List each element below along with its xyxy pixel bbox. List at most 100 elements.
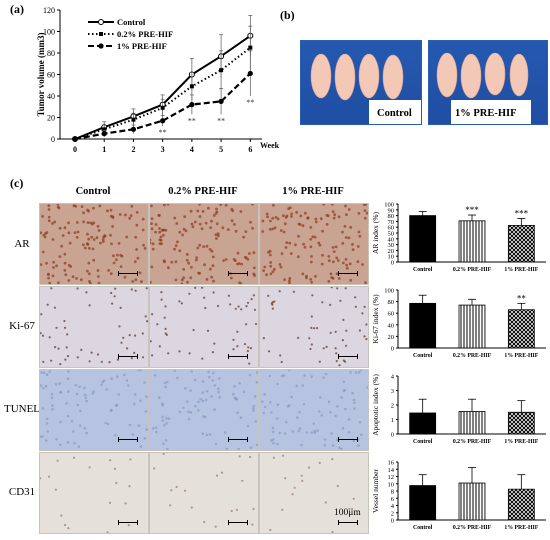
stained-nucleus — [47, 475, 51, 478]
stained-nucleus — [128, 334, 131, 337]
stained-nucleus — [75, 236, 79, 239]
data-point — [131, 117, 136, 122]
stained-nucleus — [150, 227, 154, 231]
stained-nucleus — [275, 417, 279, 420]
stained-nucleus — [83, 426, 87, 430]
stained-nucleus — [75, 392, 79, 396]
stained-nucleus — [333, 213, 337, 217]
stained-nucleus — [114, 434, 117, 437]
stained-nucleus — [366, 386, 368, 389]
stained-nucleus — [59, 391, 63, 394]
stained-nucleus — [150, 204, 153, 208]
y-tick-label: 40 — [388, 322, 395, 329]
stained-nucleus — [273, 226, 277, 230]
stained-nucleus — [198, 271, 202, 275]
stained-nucleus — [334, 330, 337, 333]
stained-nucleus — [300, 443, 303, 447]
stained-nucleus — [252, 507, 255, 511]
stained-nucleus — [86, 208, 89, 212]
stained-nucleus — [187, 410, 190, 414]
stained-nucleus — [58, 226, 62, 230]
stained-nucleus — [45, 422, 49, 425]
stained-nucleus — [218, 377, 221, 380]
stained-nucleus — [365, 211, 368, 215]
stained-nucleus — [365, 338, 368, 341]
stained-nucleus — [92, 206, 95, 210]
y-tick-label: 0 — [391, 260, 394, 267]
stained-nucleus — [363, 216, 367, 220]
stained-nucleus — [78, 385, 81, 389]
y-tick-label: 40 — [47, 92, 55, 101]
stained-nucleus — [156, 323, 159, 326]
y-tick-label: 80 — [388, 213, 395, 220]
stained-nucleus — [125, 379, 129, 382]
y-tick-label: 40 — [388, 236, 395, 243]
stained-nucleus — [85, 431, 88, 435]
stained-nucleus — [303, 245, 307, 249]
stained-nucleus — [310, 260, 313, 264]
stained-nucleus — [51, 407, 54, 411]
stained-nucleus — [76, 403, 80, 407]
significance-mark: ** — [188, 116, 196, 125]
stained-nucleus — [205, 244, 209, 248]
y-tick-label: 70 — [388, 219, 395, 226]
stained-nucleus — [210, 395, 213, 398]
stained-nucleus — [242, 235, 246, 239]
stained-nucleus — [170, 489, 173, 492]
stained-nucleus — [102, 379, 106, 383]
stained-nucleus — [174, 244, 178, 248]
legend-marker — [98, 19, 104, 25]
stained-nucleus — [134, 289, 137, 292]
stained-nucleus — [139, 445, 143, 448]
stained-nucleus — [46, 303, 49, 306]
category-label: 1% PRE-HIF — [504, 525, 538, 531]
stained-nucleus — [75, 221, 79, 224]
stained-nucleus — [213, 408, 216, 411]
stained-nucleus — [77, 445, 81, 448]
stained-nucleus — [106, 531, 109, 533]
stained-nucleus — [266, 215, 269, 219]
stained-nucleus — [331, 246, 335, 249]
stained-nucleus — [341, 230, 344, 234]
tissue-texture — [153, 453, 255, 528]
stained-nucleus — [47, 219, 51, 223]
stained-nucleus — [122, 336, 125, 339]
stained-nucleus — [336, 259, 340, 262]
y-axis-label: Ki-67 index (%) — [371, 294, 380, 344]
stained-nucleus — [265, 212, 269, 216]
stained-nucleus — [254, 322, 258, 326]
stained-nucleus — [327, 280, 331, 283]
stained-nucleus — [205, 433, 209, 437]
stained-nucleus — [127, 524, 130, 527]
stained-nucleus — [290, 395, 293, 399]
stained-nucleus — [291, 493, 294, 496]
stained-nucleus — [135, 248, 138, 251]
stained-nucleus — [76, 287, 79, 290]
stained-nucleus — [197, 409, 200, 412]
stained-nucleus — [223, 431, 227, 434]
stained-nucleus — [222, 259, 225, 262]
micrograph-cd31-0 — [39, 452, 149, 534]
stained-nucleus — [190, 506, 193, 509]
category-label: 1% PRE-HIF — [504, 353, 538, 359]
stained-nucleus — [64, 358, 67, 361]
stained-nucleus — [182, 276, 185, 280]
stained-nucleus — [98, 204, 102, 208]
stained-nucleus — [87, 246, 91, 250]
stained-nucleus — [45, 417, 49, 421]
stained-nucleus — [234, 229, 238, 233]
stained-nucleus — [365, 323, 368, 326]
stained-nucleus — [162, 233, 165, 237]
category-label: Control — [413, 439, 433, 445]
y-axis-label: Tumor volume (mm3) — [36, 33, 46, 117]
x-tick-label: 2 — [131, 145, 135, 154]
stained-nucleus — [51, 238, 55, 241]
mice-illustration — [310, 53, 404, 101]
stained-nucleus — [184, 489, 187, 492]
stained-nucleus — [248, 252, 251, 255]
stained-nucleus — [174, 260, 178, 264]
bar-1 — [458, 220, 486, 263]
stained-nucleus — [91, 222, 94, 226]
col-header-02-prehif: 0.2% PRE-HIF — [168, 186, 238, 197]
bar-2 — [507, 411, 535, 435]
